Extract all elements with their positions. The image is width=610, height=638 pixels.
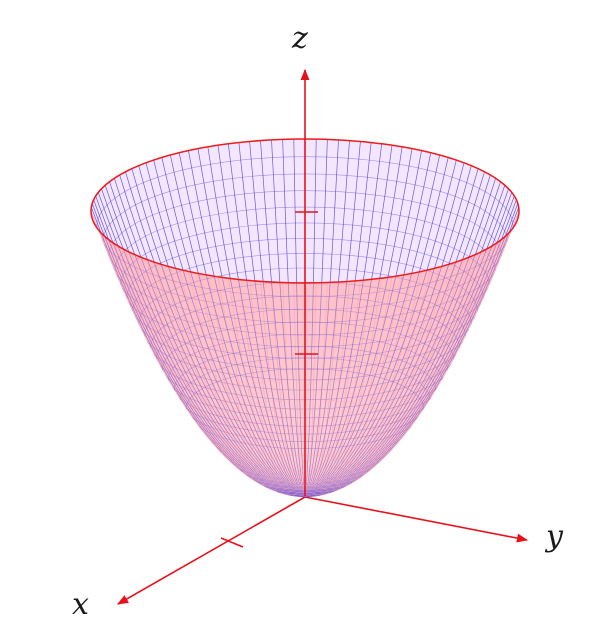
z-axis-label: z <box>291 21 308 56</box>
x-axis-tick <box>220 537 244 548</box>
y-axis <box>304 496 529 543</box>
x-axis-label: x <box>72 587 89 622</box>
z-axis-group <box>295 68 318 496</box>
y-axis-label: y <box>544 519 564 554</box>
axes-group <box>117 496 529 605</box>
x-axis <box>117 496 306 605</box>
